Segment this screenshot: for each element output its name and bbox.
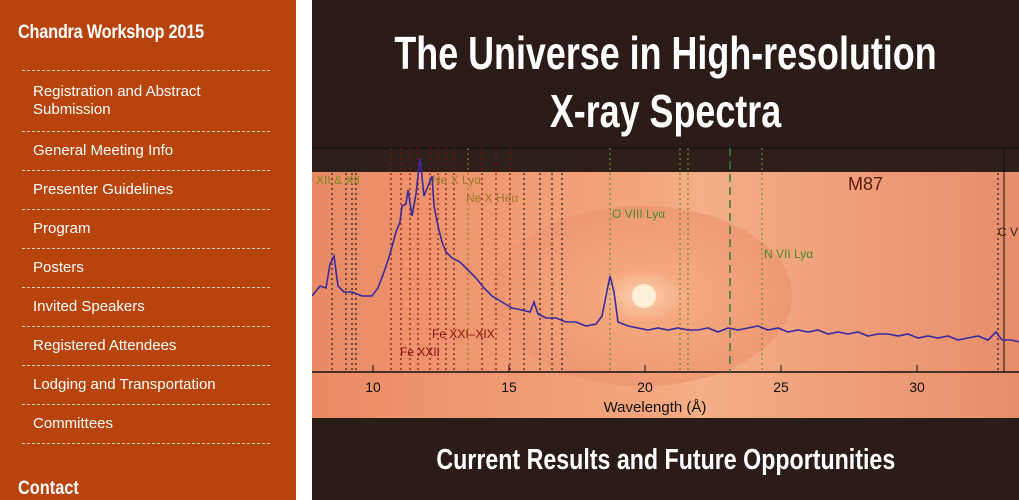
- spectrum-curve: [312, 157, 1019, 343]
- nav-item-general-meeting-info[interactable]: General Meeting Info: [22, 132, 270, 171]
- nav-item-posters[interactable]: Posters: [22, 249, 270, 288]
- nav-item-committees[interactable]: Committees: [22, 405, 270, 444]
- nav-item-label: Posters: [33, 259, 84, 276]
- nav-item-registration[interactable]: Registration and Abstract Submission: [22, 71, 270, 132]
- spectrum-image: XII & XII Ne X Lyα Ne X Heα O VIII Lyα N…: [312, 146, 1019, 418]
- x-tick-label: 25: [773, 379, 789, 395]
- x-tick-label: 20: [637, 379, 653, 395]
- site-title[interactable]: Chandra Workshop 2015: [18, 22, 204, 43]
- header-banner: The Universe in High-resolution X-ray Sp…: [312, 0, 1019, 500]
- nav-item-label: Invited Speakers: [33, 298, 145, 315]
- line-labels: XII & XII Ne X Lyα Ne X Heα O VIII Lyα N…: [316, 173, 1018, 359]
- x-axis-ticks: [372, 365, 918, 372]
- gutter: [296, 0, 312, 500]
- object-label: M87: [848, 174, 883, 194]
- nav-item-label: Registration and Abstract Submission: [33, 83, 201, 118]
- page-subtitle: Current Results and Future Opportunities: [312, 442, 1019, 478]
- line-label: Fe XXII: [400, 345, 440, 359]
- galaxy-core: [632, 284, 656, 308]
- contact-heading: Contact: [18, 478, 79, 499]
- line-label: XII & XII: [316, 173, 360, 187]
- nav-item-label: Lodging and Transportation: [33, 376, 216, 393]
- x-axis-tick-labels: 10 15 20 25 30: [365, 379, 925, 395]
- nav-item-lodging[interactable]: Lodging and Transportation: [22, 366, 270, 405]
- line-label: Ne X Heα: [466, 191, 518, 205]
- x-tick-label: 30: [909, 379, 925, 395]
- nav-item-label: Committees: [33, 415, 114, 432]
- nav-item-label: Presenter Guidelines: [33, 181, 174, 198]
- x-tick-label: 15: [501, 379, 517, 395]
- nav-item-registered-attendees[interactable]: Registered Attendees: [22, 327, 270, 366]
- nav-item-invited-speakers[interactable]: Invited Speakers: [22, 288, 270, 327]
- emission-line-markers: [331, 148, 999, 372]
- line-label: O VIII Lyα: [612, 207, 665, 221]
- line-label: C V: [998, 225, 1018, 239]
- page-subtitle-text: Current Results and Future Opportunities: [436, 444, 895, 476]
- x-tick-label: 10: [365, 379, 381, 395]
- page-title: The Universe in High-resolution X-ray Sp…: [312, 24, 1019, 140]
- nav-item-presenter-guidelines[interactable]: Presenter Guidelines: [22, 171, 270, 210]
- sidebar: Chandra Workshop 2015 Registration and A…: [0, 0, 296, 500]
- page-title-text: The Universe in High-resolution X-ray Sp…: [394, 27, 937, 137]
- sidebar-nav: Registration and Abstract Submission Gen…: [22, 70, 270, 444]
- nav-item-label: Registered Attendees: [33, 337, 177, 354]
- nav-item-label: Program: [33, 220, 91, 237]
- x-axis-label: Wavelength (Å): [604, 399, 707, 416]
- line-label: Fe XXI–XIX: [432, 327, 495, 341]
- line-label: N VII Lyα: [764, 247, 813, 261]
- nav-item-program[interactable]: Program: [22, 210, 270, 249]
- nav-item-label: General Meeting Info: [33, 142, 174, 159]
- line-label: Ne X Lyα: [432, 173, 481, 187]
